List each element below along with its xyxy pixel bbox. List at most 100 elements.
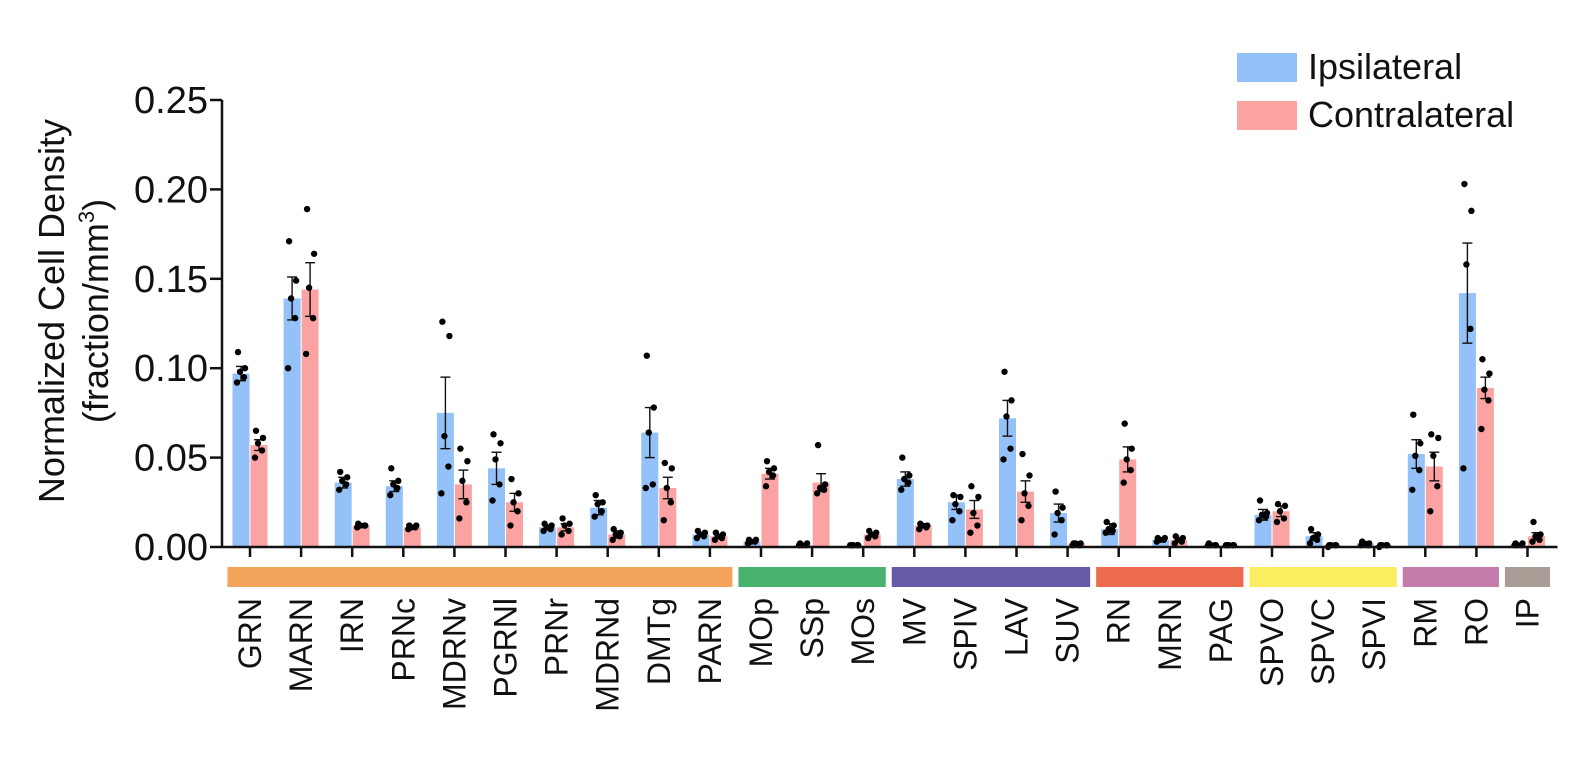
data-point	[285, 238, 293, 245]
group-bar-1	[738, 567, 886, 587]
data-point	[701, 529, 709, 536]
bar-ipsilateral-prnc	[385, 486, 403, 547]
data-point	[1307, 525, 1315, 533]
data-point	[456, 515, 463, 522]
data-point	[967, 529, 974, 536]
data-point	[459, 477, 466, 485]
category-label-ip: IP	[1510, 598, 1546, 628]
data-point	[1179, 534, 1187, 542]
data-point	[594, 500, 601, 508]
bar-ipsilateral-ro	[1458, 293, 1476, 547]
data-point	[1309, 534, 1317, 542]
data-point	[591, 513, 598, 520]
data-point	[1008, 397, 1015, 404]
bar-contralateral-marn	[301, 289, 319, 547]
data-point	[899, 454, 906, 461]
data-point	[1019, 450, 1026, 458]
category-label-ssp: SSp	[794, 598, 830, 658]
data-point	[1430, 452, 1437, 460]
data-point	[1007, 445, 1014, 452]
category-label-pag: PAG	[1203, 598, 1239, 663]
y-axis-label-line1: Normalized Cell Density	[31, 119, 72, 503]
data-point	[821, 481, 829, 488]
data-point	[1416, 466, 1423, 474]
data-point	[1123, 456, 1130, 463]
data-point	[1409, 486, 1416, 493]
data-point	[1359, 538, 1366, 545]
data-point	[956, 508, 963, 515]
data-point	[1059, 504, 1066, 511]
data-point	[974, 522, 981, 529]
data-point	[952, 500, 959, 508]
data-point	[1410, 411, 1417, 418]
data-point	[1314, 531, 1322, 538]
data-point	[287, 295, 295, 302]
data-point	[240, 373, 248, 381]
data-point	[1273, 518, 1281, 526]
data-point	[302, 350, 310, 358]
data-point	[508, 475, 515, 483]
data-point	[1255, 516, 1263, 524]
bar-contralateral-mrn	[1170, 539, 1188, 547]
group-bar-2	[891, 567, 1091, 587]
data-point	[1026, 472, 1033, 479]
group-bar-3	[1096, 567, 1244, 587]
data-point	[259, 434, 267, 442]
data-point	[236, 368, 244, 375]
data-point	[565, 527, 572, 535]
data-point	[292, 277, 300, 284]
data-point	[612, 531, 619, 538]
data-point	[1070, 540, 1077, 547]
data-point	[566, 520, 573, 527]
data-point	[598, 508, 605, 515]
data-point	[561, 522, 568, 529]
category-label-ro: RO	[1458, 598, 1494, 646]
data-point	[610, 525, 617, 533]
data-point	[645, 429, 652, 436]
data-point	[1077, 540, 1084, 547]
data-point	[663, 484, 670, 492]
data-point	[496, 481, 503, 488]
data-point	[924, 522, 931, 529]
bar-ipsilateral-lav	[999, 418, 1016, 547]
group-color-bars	[227, 567, 1551, 587]
data-point	[254, 440, 262, 447]
data-point	[816, 484, 824, 492]
data-point	[1467, 325, 1474, 333]
data-point	[548, 522, 555, 529]
data-point	[1434, 483, 1441, 490]
data-point	[1001, 368, 1008, 375]
category-label-lav: LAV	[999, 597, 1035, 656]
data-point	[445, 463, 452, 470]
data-point	[1519, 540, 1526, 547]
bar-ipsilateral-irn	[334, 482, 352, 547]
data-point	[599, 499, 606, 506]
data-point	[305, 284, 313, 291]
category-label-irn: IRN	[334, 598, 370, 653]
data-point	[497, 440, 504, 447]
category-label-marn: MARN	[283, 598, 319, 692]
data-point	[901, 475, 908, 483]
group-bar-4	[1249, 567, 1397, 587]
data-point	[1274, 500, 1282, 508]
data-point	[233, 379, 241, 386]
data-point	[649, 481, 656, 488]
data-point	[694, 527, 702, 535]
data-point	[1105, 525, 1112, 533]
data-point	[796, 540, 804, 547]
data-point	[1486, 370, 1493, 377]
data-point	[1161, 534, 1169, 542]
data-point	[337, 468, 344, 476]
data-point	[390, 481, 397, 488]
data-point	[344, 474, 351, 481]
data-point	[1481, 386, 1488, 393]
data-point	[1530, 518, 1537, 526]
data-point	[490, 431, 497, 438]
data-point	[592, 491, 599, 499]
legend-label-ipsilateral: Ipsilateral	[1308, 46, 1462, 87]
y-axis-label-line2: (fraction/mm3)	[74, 199, 116, 423]
data-point	[642, 484, 649, 492]
y-tick-label: 0.10	[134, 348, 208, 390]
data-point	[1103, 518, 1110, 526]
category-label-rm: RM	[1407, 598, 1443, 648]
